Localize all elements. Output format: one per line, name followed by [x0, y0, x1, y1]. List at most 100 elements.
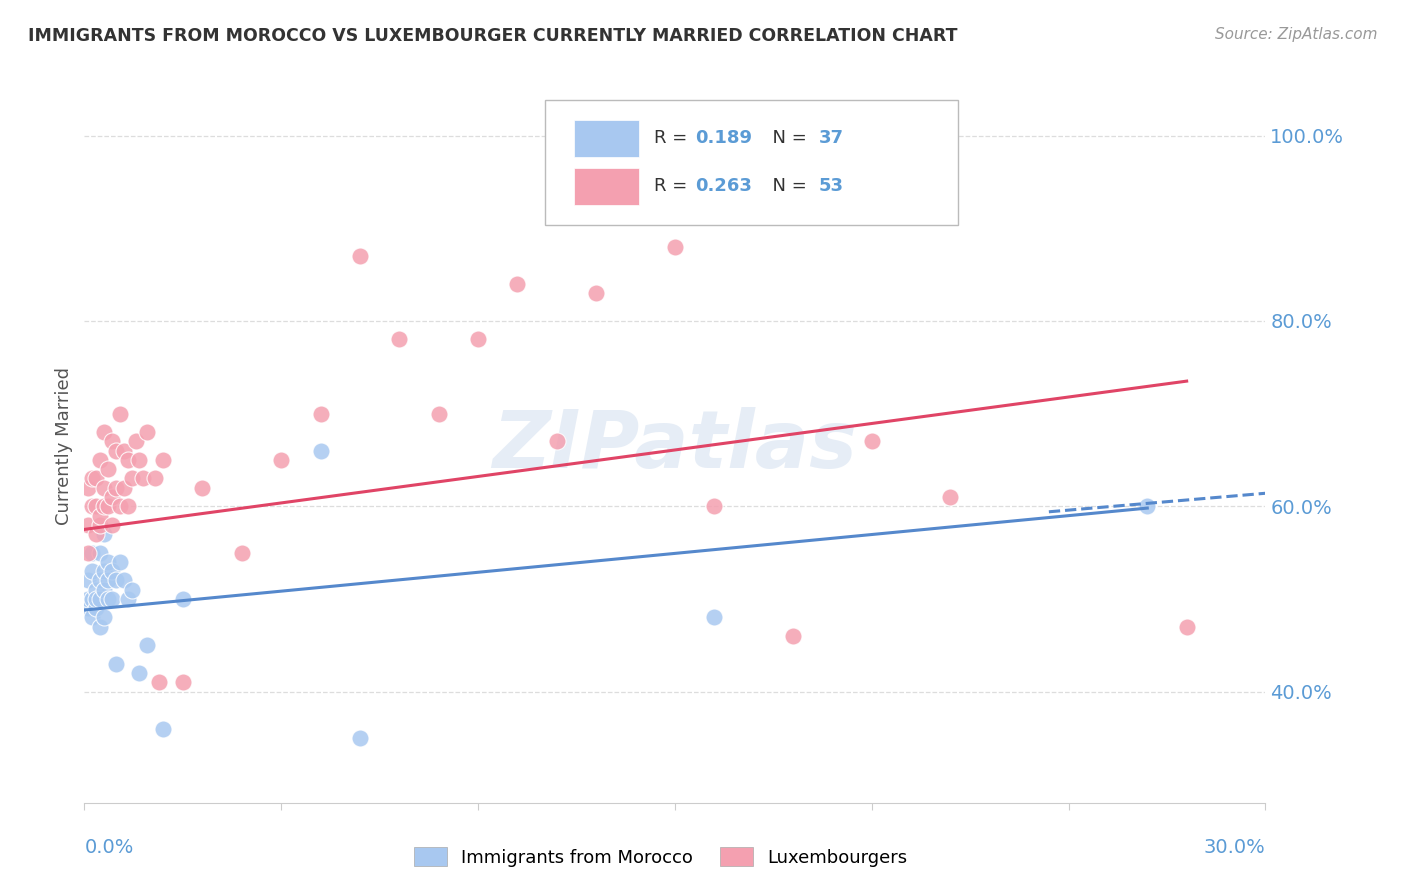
Point	[117, 453, 139, 467]
Point	[84, 500, 107, 514]
Text: 30.0%: 30.0%	[1204, 838, 1265, 857]
Point	[191, 481, 214, 495]
Text: IMMIGRANTS FROM MOROCCO VS LUXEMBOURGER CURRENTLY MARRIED CORRELATION CHART: IMMIGRANTS FROM MOROCCO VS LUXEMBOURGER …	[28, 27, 957, 45]
Text: Source: ZipAtlas.com: Source: ZipAtlas.com	[1215, 27, 1378, 42]
Point	[231, 545, 253, 559]
Text: R =: R =	[654, 128, 693, 146]
Text: N =: N =	[761, 128, 813, 146]
Point	[136, 638, 159, 652]
Point	[97, 462, 120, 476]
Point	[124, 434, 146, 449]
Point	[82, 564, 104, 578]
Text: 0.0%: 0.0%	[84, 838, 134, 857]
Y-axis label: Currently Married: Currently Married	[55, 367, 73, 525]
Point	[84, 471, 107, 485]
Point	[89, 574, 111, 588]
Point	[349, 731, 371, 745]
Point	[112, 443, 135, 458]
Point	[112, 481, 135, 495]
Text: 0.189: 0.189	[695, 128, 752, 146]
Point	[172, 675, 194, 690]
Point	[546, 434, 568, 449]
Point	[84, 601, 107, 615]
Point	[101, 591, 124, 606]
Point	[77, 574, 100, 588]
Point	[506, 277, 529, 291]
Text: N =: N =	[761, 178, 813, 195]
FancyBboxPatch shape	[575, 120, 640, 157]
Point	[82, 545, 104, 559]
FancyBboxPatch shape	[546, 100, 959, 225]
Point	[270, 453, 292, 467]
Point	[703, 500, 725, 514]
Point	[136, 425, 159, 439]
Point	[467, 333, 489, 347]
Point	[117, 591, 139, 606]
Point	[427, 407, 450, 421]
Point	[82, 471, 104, 485]
Text: ZIPatlas: ZIPatlas	[492, 407, 858, 485]
Point	[77, 481, 100, 495]
Text: 53: 53	[818, 178, 844, 195]
Point	[148, 675, 170, 690]
Point	[143, 471, 166, 485]
Point	[89, 545, 111, 559]
Point	[77, 517, 100, 532]
Point	[664, 240, 686, 254]
Point	[172, 591, 194, 606]
Point	[93, 564, 115, 578]
FancyBboxPatch shape	[575, 168, 640, 205]
Point	[121, 582, 143, 597]
Point	[152, 453, 174, 467]
Point	[97, 500, 120, 514]
Point	[782, 629, 804, 643]
Point	[121, 471, 143, 485]
Point	[132, 471, 155, 485]
Point	[309, 407, 332, 421]
Point	[101, 434, 124, 449]
Point	[93, 500, 115, 514]
Point	[585, 286, 607, 301]
Point	[97, 555, 120, 569]
Point	[128, 453, 150, 467]
Point	[860, 434, 883, 449]
Point	[97, 574, 120, 588]
Point	[128, 666, 150, 681]
Point	[82, 610, 104, 624]
Point	[84, 527, 107, 541]
Point	[104, 481, 127, 495]
Point	[309, 443, 332, 458]
Point	[104, 574, 127, 588]
Point	[84, 591, 107, 606]
Point	[117, 500, 139, 514]
Point	[89, 591, 111, 606]
Point	[93, 610, 115, 624]
Point	[89, 508, 111, 523]
Legend: Immigrants from Morocco, Luxembourgers: Immigrants from Morocco, Luxembourgers	[408, 840, 914, 874]
Point	[112, 574, 135, 588]
Point	[108, 407, 131, 421]
Point	[108, 500, 131, 514]
Point	[93, 481, 115, 495]
Point	[77, 601, 100, 615]
Point	[89, 620, 111, 634]
Text: 37: 37	[818, 128, 844, 146]
Point	[97, 591, 120, 606]
Point	[104, 657, 127, 671]
Text: 0.263: 0.263	[695, 178, 752, 195]
Point	[77, 545, 100, 559]
Point	[388, 333, 411, 347]
Point	[101, 490, 124, 504]
Point	[152, 722, 174, 736]
Point	[93, 582, 115, 597]
Point	[82, 591, 104, 606]
Point	[77, 591, 100, 606]
Point	[101, 517, 124, 532]
Point	[84, 582, 107, 597]
Point	[349, 249, 371, 263]
Text: R =: R =	[654, 178, 693, 195]
Point	[939, 490, 962, 504]
Point	[89, 453, 111, 467]
Point	[1136, 500, 1159, 514]
Point	[101, 564, 124, 578]
